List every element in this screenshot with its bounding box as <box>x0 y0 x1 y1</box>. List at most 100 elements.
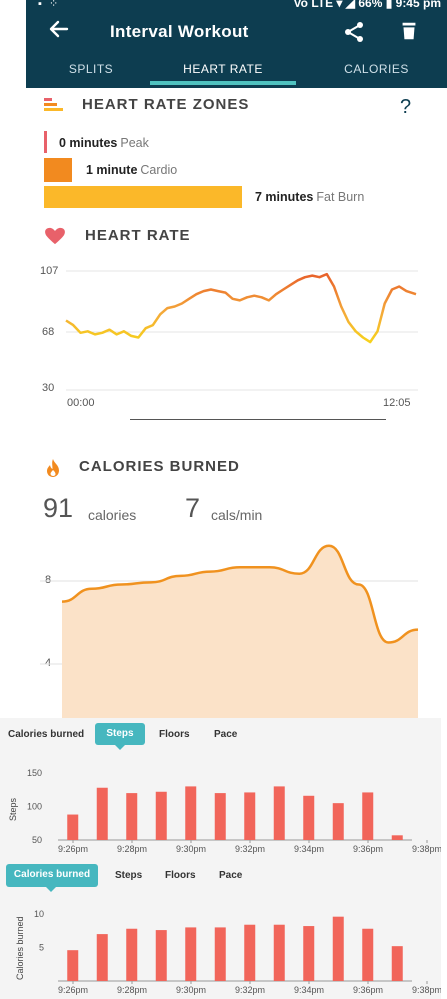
calories-bar[interactable] <box>67 950 79 981</box>
zone-fat-burn-name: Fat Burn <box>316 190 365 204</box>
calories-bar[interactable] <box>303 926 315 981</box>
calories-rate-value: 7 <box>185 493 201 523</box>
calories-y-tick: 10 <box>34 909 44 919</box>
steps-y-tick: 150 <box>27 768 42 778</box>
zone-fat-burn: 7 minutes Fat Burn <box>255 190 364 204</box>
steps-bar[interactable] <box>155 791 167 840</box>
zone-bar-cardio <box>44 158 72 182</box>
hr-x-end: 12:05 <box>383 397 411 409</box>
zones-title: HEART RATE ZONES <box>82 96 250 113</box>
share-icon[interactable] <box>342 20 370 44</box>
steps-y-tick: 50 <box>32 835 42 845</box>
steps-bar[interactable] <box>244 792 256 840</box>
steps-x-tick-label: 9:34pm <box>294 844 324 854</box>
chip-pace[interactable]: Pace <box>214 729 238 740</box>
calories-x-tick-label: 9:36pm <box>353 985 383 995</box>
calories-x-tick-label: 9:28pm <box>117 985 147 995</box>
steps-bar[interactable] <box>67 814 79 840</box>
steps-bar[interactable] <box>214 793 226 840</box>
steps-bar[interactable] <box>185 786 197 840</box>
calories-bar[interactable] <box>185 927 197 981</box>
heart-rate-chart <box>65 270 418 391</box>
steps-bar[interactable] <box>391 835 403 840</box>
calories-bar[interactable] <box>244 924 256 981</box>
zone-cardio-value: 1 minute <box>86 163 138 177</box>
active-tab-indicator <box>150 81 296 85</box>
calories-rate-unit: cals/min <box>211 507 263 523</box>
chip-steps[interactable]: Steps <box>95 723 145 745</box>
steps-x-tick-label: 9:28pm <box>117 844 147 854</box>
chip-steps-pointer <box>115 745 125 750</box>
notification-icons: ▪ ⁘ <box>38 0 61 10</box>
chip-floors[interactable]: Floors <box>159 729 190 740</box>
divider <box>130 419 386 420</box>
hr-y-tick-bottom: 30 <box>42 382 55 394</box>
status-text: Vo LTE ▾ ◢ 66% ▮ 9:45 pm <box>293 0 441 10</box>
chip-steps-2[interactable]: Steps <box>115 870 143 881</box>
calories-bar[interactable] <box>96 934 108 981</box>
hr-x-start: 00:00 <box>67 397 95 409</box>
trash-icon[interactable] <box>398 20 422 44</box>
calories-bar[interactable] <box>155 930 167 981</box>
zones-icon <box>44 98 64 117</box>
chip-pace-2[interactable]: Pace <box>219 870 243 881</box>
calories-x-tick-label: 9:32pm <box>235 985 265 995</box>
status-bar: ▪ ⁘ Vo LTE ▾ ◢ 66% ▮ 9:45 pm <box>26 0 447 12</box>
steps-bar[interactable] <box>362 792 374 840</box>
tab-splits[interactable]: SPLITS <box>68 62 114 76</box>
steps-bar[interactable] <box>303 795 315 840</box>
calories-x-tick-label: 9:26pm <box>58 985 88 995</box>
heart-rate-title: HEART RATE <box>85 227 191 244</box>
steps-x-tick-label: 9:26pm <box>58 844 88 854</box>
tab-calories[interactable]: CALORIES <box>344 62 409 76</box>
steps-bar-chart: 50 100 150 9:26pm 9:28pm 9:30pm 9:32pm 9:34pm 9:… <box>27 768 441 854</box>
heart-icon <box>44 227 66 250</box>
calories-x-tick-label: 9:38pm <box>412 985 441 995</box>
calories-bar[interactable] <box>362 928 374 981</box>
steps-bar[interactable] <box>126 793 138 840</box>
zone-fat-burn-value: 7 minutes <box>255 190 314 204</box>
zone-peak-value: 0 minutes <box>59 136 118 150</box>
calories-bar[interactable] <box>273 924 285 981</box>
steps-bar[interactable] <box>273 786 285 840</box>
page-title: Interval Workout <box>110 22 249 41</box>
chip-calories-burned[interactable]: Calories burned <box>8 729 85 740</box>
help-icon[interactable]: ? <box>400 96 412 118</box>
steps-x-tick-label: 9:32pm <box>235 844 265 854</box>
calories-area-chart <box>40 544 419 722</box>
calories-title: CALORIES BURNED <box>79 458 240 475</box>
zone-cardio-name: Cardio <box>140 163 178 177</box>
steps-x-tick-label: 9:36pm <box>353 844 383 854</box>
chip-floors-2[interactable]: Floors <box>165 870 196 881</box>
zone-peak: 0 minutes Peak <box>59 136 149 150</box>
steps-bar[interactable] <box>332 803 344 840</box>
calories-bar[interactable] <box>391 946 403 981</box>
steps-y-tick: 100 <box>27 802 42 812</box>
app-bar: Interval Workout <box>26 12 447 52</box>
hr-y-tick-mid: 68 <box>42 326 55 338</box>
zone-bar-peak <box>44 131 47 153</box>
calories-area <box>62 545 418 722</box>
calories-bar[interactable] <box>126 928 138 981</box>
tab-heart-rate[interactable]: HEART RATE <box>183 62 263 76</box>
cal-y-tick-8: 8 <box>45 574 52 586</box>
steps-bar[interactable] <box>96 787 108 840</box>
tab-bar: SPLITS HEART RATE CALORIES <box>26 52 447 88</box>
calories-y-tick: 5 <box>39 943 44 953</box>
hr-y-tick-top: 107 <box>40 265 59 277</box>
back-arrow-icon[interactable] <box>44 17 74 45</box>
zone-cardio: 1 minute Cardio <box>86 163 177 177</box>
heart-rate-line <box>65 272 417 344</box>
steps-x-tick-label: 9:30pm <box>176 844 206 854</box>
zone-peak-name: Peak <box>120 136 149 150</box>
calories-line <box>61 544 419 644</box>
cal-y-tick-4: 4 <box>45 657 52 669</box>
calories-x-tick-label: 9:34pm <box>294 985 324 995</box>
chip-calories-pointer <box>46 887 56 892</box>
calories-total-value: 91 <box>43 493 74 523</box>
zone-bar-fat-burn <box>44 186 242 208</box>
chip-calories-burned-active[interactable]: Calories burned <box>6 864 98 887</box>
calories-x-tick-label: 9:30pm <box>176 985 206 995</box>
calories-bar[interactable] <box>214 927 226 981</box>
calories-bar[interactable] <box>332 916 344 981</box>
